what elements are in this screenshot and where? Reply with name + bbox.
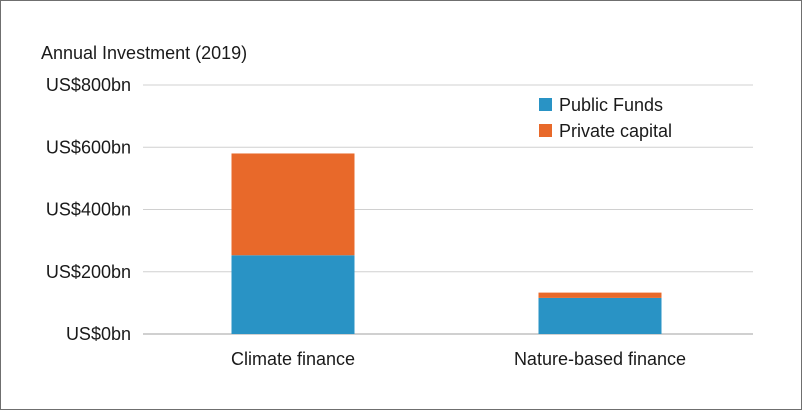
y-tick-label: US$0bn	[66, 324, 131, 344]
y-tick-label: US$800bn	[46, 75, 131, 95]
x-category-label: Climate finance	[231, 349, 355, 369]
legend-label: Public Funds	[559, 95, 663, 115]
x-axis-category-labels: Climate finance Nature-based finance	[231, 349, 686, 369]
bar-nature-based-finance-public-funds	[538, 297, 662, 334]
legend: Public Funds Private capital	[539, 95, 672, 141]
bar-climate-finance-public-funds	[231, 255, 355, 334]
bar-climate-finance-private-capital	[231, 153, 355, 256]
y-tick-label: US$200bn	[46, 262, 131, 282]
bars	[231, 153, 662, 334]
y-tick-label: US$400bn	[46, 200, 131, 220]
y-axis-title: Annual Investment (2019)	[41, 43, 247, 63]
y-tick-label: US$600bn	[46, 137, 131, 157]
legend-swatch	[539, 98, 552, 111]
bar-nature-based-finance-private-capital	[538, 292, 662, 298]
legend-label: Private capital	[559, 121, 672, 141]
x-category-label: Nature-based finance	[514, 349, 686, 369]
legend-swatch	[539, 124, 552, 137]
y-axis-tick-labels: US$0bn US$200bn US$400bn US$600bn US$800bn	[46, 75, 131, 344]
